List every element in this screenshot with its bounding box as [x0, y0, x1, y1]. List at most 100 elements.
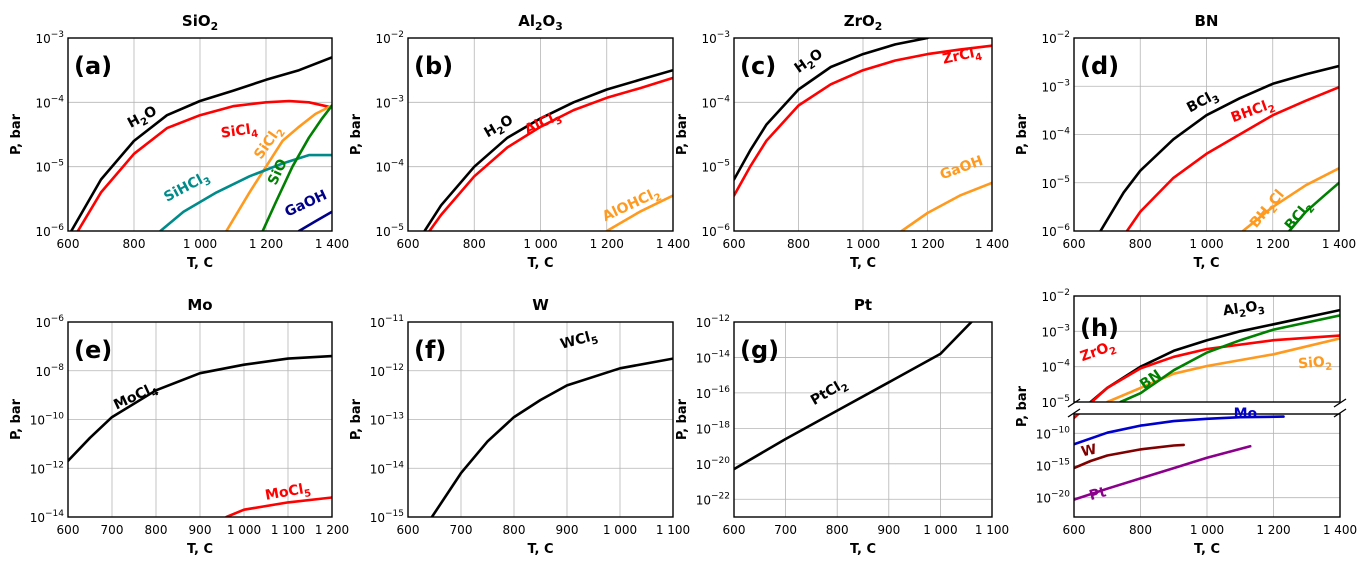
- series-line-0: [70, 55, 332, 231]
- y-tick-label: 10−3: [1041, 323, 1070, 339]
- x-tick-label: 1 000: [183, 237, 217, 251]
- y-tick-label: 10−2: [1041, 30, 1070, 46]
- title-tail: O: [543, 12, 556, 30]
- axis-break-mark: [1333, 408, 1347, 418]
- panel-title: BN: [1195, 12, 1219, 30]
- x-tick-label: 700: [774, 523, 797, 537]
- series-name-sub: 2: [139, 116, 150, 129]
- y-tick-label: 10−14: [30, 509, 65, 525]
- y-tick-label: 10−15: [1036, 458, 1070, 474]
- series-label-4: Mo: [1234, 406, 1258, 422]
- y-axis-label: P, bar: [9, 113, 24, 155]
- series-name-sub: 2: [653, 192, 664, 205]
- x-tick-label: 1 200: [1256, 237, 1290, 251]
- series-line-1: [225, 496, 332, 517]
- panel-title: Mo: [187, 296, 212, 314]
- series-name-sub: 2: [840, 382, 852, 395]
- axes-frame: [733, 321, 993, 518]
- series-name-sub: 3: [202, 176, 213, 189]
- x-tick-label: 600: [723, 237, 746, 251]
- x-tick-label: 800: [145, 523, 168, 537]
- x-tick-label: 1 400: [1322, 237, 1356, 251]
- y-tick-label: 10−10: [30, 412, 65, 428]
- series-line-5: [1074, 443, 1185, 470]
- series-label-1: ZrCl4: [941, 44, 983, 71]
- series-line-4: [261, 104, 332, 231]
- series-label-2: SiO2: [1297, 354, 1332, 376]
- y-tick-label: 10−14: [696, 349, 731, 365]
- x-tick-label: 800: [1129, 523, 1152, 537]
- y-tick-label: 10−6: [35, 223, 64, 239]
- series-name-sub: 5: [303, 488, 312, 500]
- y-tick-label: 10−4: [1041, 359, 1070, 375]
- x-tick-label: 800: [1129, 237, 1152, 251]
- y-tick-label: 10−12: [370, 363, 404, 379]
- x-tick-label: 900: [877, 523, 900, 537]
- series-line-1: [1074, 334, 1340, 420]
- series-name-sub: 3: [1257, 306, 1265, 318]
- title-text: ZrO: [844, 12, 875, 30]
- axes-frame: [733, 37, 993, 232]
- x-tick-label: 1 000: [603, 523, 637, 537]
- series-name-sub: 2: [1267, 103, 1277, 116]
- y-tick-label: 10−5: [1041, 175, 1070, 191]
- x-tick-label: 1 200: [590, 237, 624, 251]
- x-tick-label: 800: [787, 237, 810, 251]
- title-text: Al: [518, 12, 535, 30]
- y-tick-label: 10−3: [1041, 78, 1070, 94]
- x-tick-label: 1 000: [923, 523, 957, 537]
- panel-label: (c): [740, 52, 776, 80]
- series-line-4: [1074, 415, 1285, 446]
- series-name: MoCl: [111, 383, 153, 414]
- series-line-0: [68, 354, 332, 463]
- y-tick-label: 10−18: [696, 420, 731, 436]
- x-tick-label: 1 400: [975, 237, 1009, 251]
- x-tick-label: 1 000: [846, 237, 880, 251]
- x-tick-label: 600: [397, 523, 420, 537]
- x-axis-label: T, C: [850, 542, 876, 557]
- series-name-sub: 3: [553, 115, 564, 128]
- x-tick-label: 600: [723, 523, 746, 537]
- y-tick-label: 10−3: [375, 94, 404, 110]
- series-label-2: GaOH: [938, 153, 985, 183]
- series-line-1: [428, 76, 673, 231]
- y-tick-label: 10−5: [1041, 394, 1070, 410]
- title-text: Pt: [854, 296, 872, 314]
- x-axis-label: T, C: [1193, 256, 1219, 271]
- x-tick-label: 800: [826, 523, 849, 537]
- x-tick-label: 1 000: [523, 237, 557, 251]
- panel-title: SiO2: [182, 12, 218, 33]
- series-label-6: Pt: [1088, 484, 1109, 504]
- series-name-sub: 2: [496, 125, 508, 138]
- panel-7: 600 700 800 900 1 000 1 100 10−22 10−20 10−18 10−…: [675, 296, 1009, 557]
- y-axis-label: P, bar: [675, 398, 690, 440]
- panel-label: (e): [74, 336, 112, 364]
- y-tick-label: 10−6: [1041, 223, 1070, 239]
- panel-label: (f): [414, 336, 446, 364]
- series-name: GaOH: [938, 153, 985, 183]
- axis-break-mark: [1067, 398, 1081, 408]
- series-label-0: H2O: [125, 103, 161, 134]
- axis-break-mark: [1067, 408, 1081, 418]
- x-tick-label: 900: [189, 523, 212, 537]
- y-axis-label: P, bar: [1015, 113, 1030, 155]
- series-name-sub: 2: [1325, 361, 1333, 373]
- series-name: Mo: [1234, 406, 1258, 422]
- series-name-sub: 4: [974, 52, 983, 64]
- axes-frame: [1073, 295, 1341, 403]
- series-line-5: [297, 210, 332, 231]
- x-tick-label: 700: [101, 523, 124, 537]
- series-line-3: [1119, 314, 1340, 404]
- panel-title: ZrO2: [844, 12, 883, 33]
- series-line-2: [900, 181, 992, 231]
- x-tick-label: 1 100: [656, 523, 690, 537]
- panel-label: (d): [1080, 52, 1119, 80]
- series-line-3: [1288, 181, 1339, 231]
- series-label-0: MoCl4: [111, 380, 160, 417]
- title-sub: 3: [555, 20, 563, 33]
- series-line-0: [430, 357, 673, 517]
- x-tick-label: 600: [57, 523, 80, 537]
- x-tick-label: 600: [57, 237, 80, 251]
- panel-label: (h): [1080, 314, 1119, 342]
- x-axis-label: T, C: [1194, 542, 1220, 557]
